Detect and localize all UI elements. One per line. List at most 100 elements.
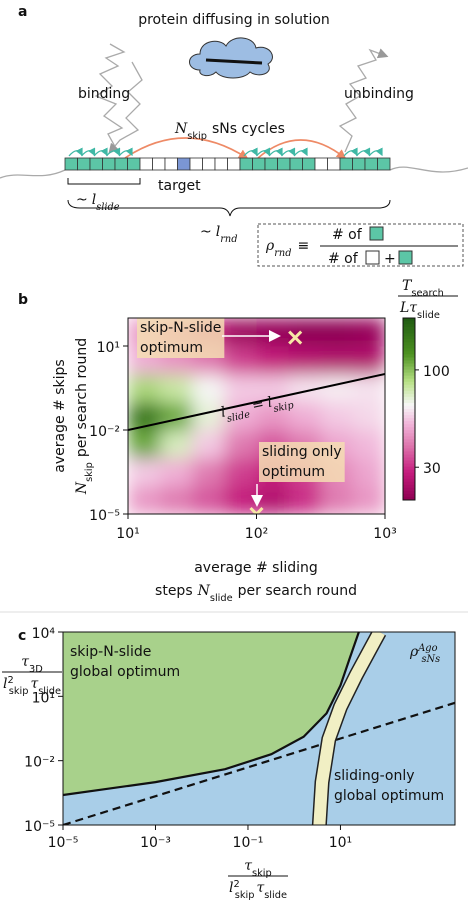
panel-label: a [18, 4, 27, 20]
band-label: ρAgo sNs [409, 643, 440, 665]
heat-cell [352, 486, 385, 514]
text-part: search [411, 288, 444, 299]
heat-cell [160, 430, 193, 459]
heat-cell [320, 318, 354, 347]
annotation-text: optimum [140, 340, 203, 356]
heat-cell [128, 458, 161, 487]
colorbar-step [403, 354, 415, 358]
colorbar-step [403, 496, 415, 501]
cycles-label: Nskip sNs cycles [174, 121, 285, 142]
heat-cell [224, 430, 257, 459]
colorbar-step [403, 381, 415, 386]
colorbar-step [403, 460, 415, 465]
slide-arc [243, 147, 258, 157]
text-part: 3D [29, 664, 43, 675]
colorbar-step [403, 360, 415, 364]
y-axis-label: Nskip per search round [74, 338, 95, 495]
heat-cell [320, 374, 354, 403]
colorbar-step [403, 336, 415, 340]
text-part: = [251, 396, 266, 414]
heat-cell [192, 402, 225, 431]
text-part: τ [30, 676, 38, 692]
colorbar-step [403, 390, 415, 395]
y_label: τ3D [21, 654, 43, 675]
heat-cell [352, 318, 385, 347]
l-rnd-label: ~ lrnd [200, 224, 237, 245]
text-part: Lτ [399, 300, 417, 316]
text-part: ~ [76, 192, 88, 208]
x_label: l2 skip τslide [229, 879, 287, 901]
dna-site [327, 157, 341, 171]
dna-site [352, 157, 366, 171]
heat-cell [224, 346, 257, 375]
random-walk [108, 61, 143, 154]
annotation: skip-N-slide optimum [137, 318, 225, 358]
dna-site [102, 157, 116, 171]
colorbar-step [403, 342, 415, 346]
x-tick-label: 10⁻¹ [233, 835, 264, 851]
text-part: slide [264, 890, 287, 901]
text-part: slide [38, 686, 61, 697]
heat-cell [256, 402, 290, 431]
text-part: N [74, 481, 90, 495]
text-part: ρ [409, 644, 419, 660]
y-tick-label: 10⁻² [24, 755, 55, 771]
colorbar-step [403, 351, 415, 355]
colorbar-step [403, 393, 415, 398]
colorbar-step [403, 369, 415, 374]
colorbar-step [403, 333, 415, 337]
colorbar-step [403, 466, 415, 471]
text-part: 2 [7, 675, 13, 686]
colorbar-step [403, 399, 415, 404]
dna-site [202, 157, 216, 171]
dna-site [239, 157, 253, 171]
y-tick-label: 10⁴ [32, 626, 56, 642]
text-part: N [174, 121, 188, 137]
x-tick-label: 10⁻⁵ [48, 835, 79, 851]
numerator: # of [332, 227, 363, 243]
colorbar-step [403, 439, 415, 443]
annotation-text: sliding only [262, 444, 342, 460]
slide-arc [281, 147, 296, 157]
white-square [365, 250, 380, 265]
heat-cell [256, 318, 290, 347]
colorbar-title: Tsearch [402, 278, 444, 299]
colorbar-step [403, 451, 415, 455]
label-unbinding: unbinding [344, 86, 414, 102]
colorbar-step [403, 418, 415, 422]
heat-cell [224, 458, 257, 487]
colorbar-step [403, 436, 415, 440]
dna-site [139, 157, 153, 171]
label-binding: binding [78, 86, 130, 102]
green-square [369, 226, 384, 241]
heat-cell [320, 486, 354, 514]
colorbar-step [403, 375, 415, 380]
annotation: sliding only optimum [259, 442, 345, 482]
colorbar-step [403, 412, 415, 416]
colorbar-step [403, 472, 415, 477]
text-part: slide [226, 409, 251, 425]
region-clip [63, 632, 455, 825]
dna-site [114, 157, 128, 171]
text-part: l [229, 880, 233, 896]
dna-site [339, 157, 353, 171]
colorbar-step [403, 430, 415, 434]
heat-cell [352, 430, 385, 459]
heat-cell [224, 374, 257, 403]
heat-cell [288, 486, 322, 514]
colorbar-step [403, 484, 415, 489]
dna-site [89, 157, 103, 171]
colorbar-step [403, 490, 415, 495]
plus: + [384, 251, 396, 267]
colorbar-step [403, 402, 415, 407]
heat-cell [256, 346, 290, 375]
heat-cell [288, 402, 322, 431]
colorbar-step [403, 433, 415, 437]
y-tick-label: 10⁻² [89, 424, 120, 440]
x_label: τskip [244, 858, 271, 879]
text-part: 2 [233, 879, 239, 890]
heat-cell [128, 430, 161, 459]
x-tick-label: 10⁻³ [140, 835, 171, 851]
region-label: global optimum [70, 664, 180, 680]
